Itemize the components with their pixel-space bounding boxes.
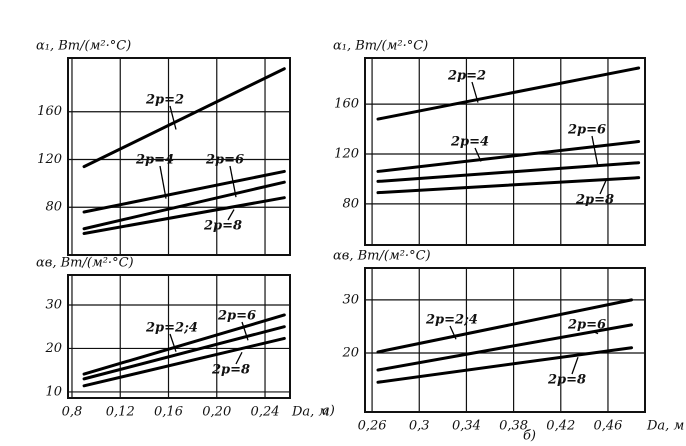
x-axis-label: Dа, м	[291, 405, 329, 420]
data-line	[82, 325, 286, 381]
series-label: 2p=2;4	[425, 313, 478, 328]
series-label: 2p=6	[567, 123, 606, 138]
data-line	[376, 298, 634, 354]
x-axis-label: Dа, м	[646, 419, 684, 434]
x-tick-label: 0,24	[251, 405, 280, 420]
leader-line	[449, 325, 457, 340]
y-tick-label: 20	[44, 341, 62, 356]
leader-line	[241, 321, 249, 341]
x-tick-label: 0,20	[202, 405, 231, 420]
panel-label: б)	[523, 429, 536, 444]
leader-line	[471, 81, 479, 103]
x-tick-label: 0,26	[358, 419, 387, 434]
series-label: 2p=2;4	[145, 321, 198, 336]
data-line	[376, 161, 641, 183]
leader-line	[571, 356, 579, 375]
series-label: 2p=6	[205, 153, 244, 168]
panel-label: а)	[322, 404, 335, 419]
leader-line	[474, 147, 482, 162]
series-label: 2p=6	[567, 318, 606, 333]
series-label: 2p=8	[203, 219, 242, 234]
x-tick-label: 0,42	[546, 419, 575, 434]
data-line	[376, 323, 634, 372]
y-tick-label: 30	[45, 297, 62, 312]
x-tick-label: 0,46	[593, 419, 622, 434]
plot-frame	[67, 57, 291, 256]
leader-line	[159, 165, 167, 199]
series-label: 2p=2	[447, 69, 486, 84]
data-line	[82, 336, 286, 388]
x-tick-label: 0,34	[452, 419, 481, 434]
y-tick-label: 120	[334, 146, 359, 161]
data-line	[376, 140, 641, 173]
y-tick-label: 160	[334, 97, 359, 112]
series-label: 2p=8	[211, 363, 250, 378]
data-line	[82, 313, 286, 376]
data-line	[376, 176, 641, 195]
plot-frame	[67, 274, 291, 399]
y-tick-label: 20	[341, 346, 359, 361]
leader-line	[227, 209, 235, 221]
x-tick-label: 0,3	[409, 419, 430, 434]
series-label: 2p=8	[547, 373, 586, 388]
leader-line	[599, 180, 607, 195]
leader-line	[591, 135, 599, 167]
series-label: 2p=6	[217, 309, 256, 324]
data-line	[82, 67, 286, 169]
series-label: 2p=4	[450, 135, 489, 150]
x-tick-label: 0,16	[154, 405, 183, 420]
y-tick-label: 10	[45, 384, 62, 399]
leader-line	[591, 330, 599, 335]
x-tick-label: 0,12	[106, 405, 135, 420]
y-tick-label: 80	[342, 196, 359, 211]
x-tick-label: 0,38	[499, 419, 528, 434]
leader-line	[235, 351, 243, 365]
data-line	[376, 346, 634, 384]
leader-line	[169, 333, 177, 352]
data-line	[82, 196, 286, 236]
series-label: 2p=4	[135, 153, 174, 168]
axis-title: α₁, Вт/(м²·°С)	[36, 39, 131, 54]
axis-title: α₁, Вт/(м²·°С)	[333, 39, 428, 54]
axis-title: αв, Вт/(м²·°С)	[36, 256, 134, 271]
series-label: 2p=2	[145, 93, 184, 108]
y-tick-label: 30	[342, 292, 359, 307]
plot-frame	[364, 267, 646, 413]
data-line	[82, 169, 286, 214]
data-line	[376, 66, 641, 121]
plot-frame	[364, 57, 646, 246]
axis-title: αв, Вт/(м²·°С)	[333, 249, 431, 264]
y-tick-label: 160	[37, 104, 62, 119]
y-tick-label: 80	[45, 200, 62, 215]
series-label: 2p=8	[575, 193, 614, 208]
leader-line	[169, 105, 177, 130]
leader-line	[229, 165, 237, 198]
y-tick-label: 120	[37, 152, 62, 167]
x-tick-label: 0,8	[62, 405, 83, 420]
data-line	[82, 180, 286, 231]
